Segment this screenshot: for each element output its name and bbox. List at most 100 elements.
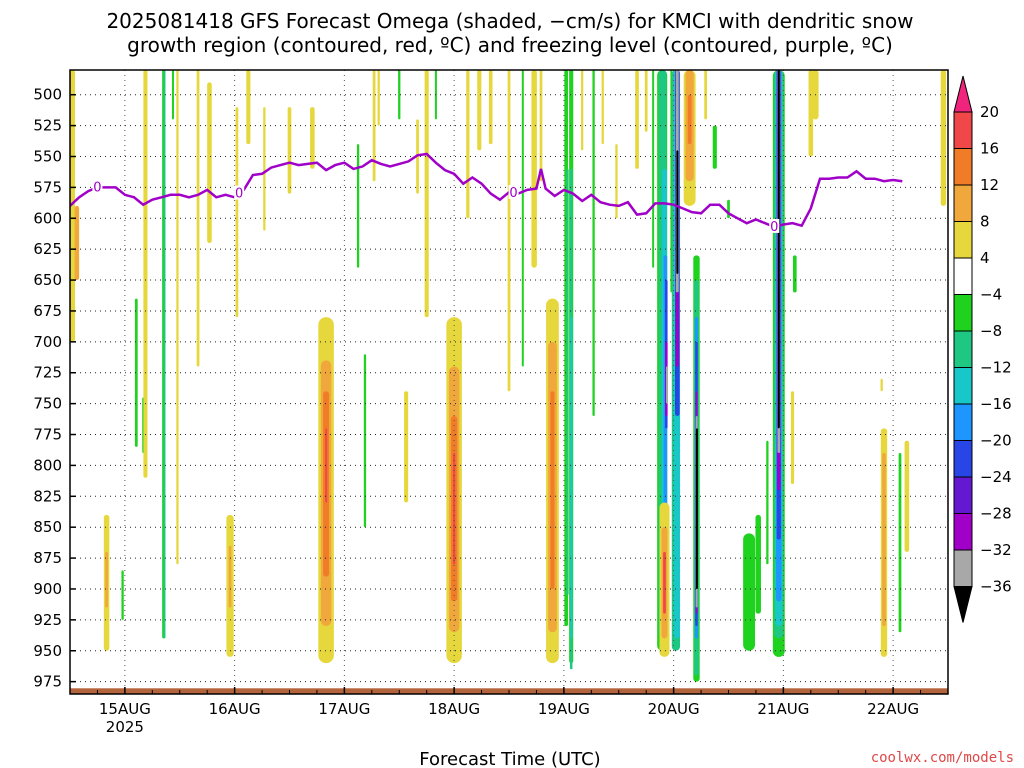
- omega-cell: [777, 70, 780, 429]
- colorbar-label: −32: [980, 541, 1012, 559]
- y-tick-label: 900: [33, 580, 62, 598]
- y-tick-label: 700: [33, 333, 62, 351]
- omega-cell: [105, 551, 108, 608]
- omega-cell: [134, 298, 138, 447]
- omega-cell: [904, 440, 910, 552]
- y-tick-label: 525: [33, 117, 62, 135]
- colorbar-label: 12: [980, 176, 999, 194]
- y-tick-label: 750: [33, 395, 62, 413]
- omega-cell: [766, 440, 769, 565]
- colorbar-label: −8: [980, 322, 1002, 340]
- freezing-level-label-bg: [234, 185, 245, 200]
- omega-cell: [601, 70, 604, 145]
- freezing-level-label: 0: [235, 187, 243, 202]
- freezing-level-contour: 0 0 0 0: [70, 152, 903, 235]
- y-tick-label: 575: [33, 178, 62, 196]
- omega-cell: [792, 255, 797, 293]
- colorbar-label: 16: [980, 140, 999, 158]
- colorbar-swatch: [953, 513, 973, 551]
- omega-cell: [790, 391, 795, 484]
- omega-cell: [196, 70, 200, 367]
- y-tick-label: 650: [33, 271, 62, 289]
- y-tick-label: 675: [33, 302, 62, 320]
- omega-cell: [539, 70, 543, 182]
- omega-cell: [404, 391, 409, 503]
- colorbar-label: 20: [980, 103, 999, 121]
- x-tick-label: 22AUG: [867, 700, 919, 718]
- y-tick-label: 825: [33, 487, 62, 505]
- y-tick-label: 875: [33, 549, 62, 567]
- colorbar-swatch: [953, 440, 973, 478]
- colorbar-label: −12: [980, 359, 1012, 377]
- omega-cell: [235, 107, 239, 318]
- colorbar-swatch: [953, 294, 973, 332]
- x-tick-label: 20AUG: [648, 700, 700, 718]
- omega-cell: [695, 428, 698, 589]
- omega-cell: [898, 453, 902, 633]
- colorbar-label: −4: [980, 286, 1002, 304]
- x-tick-sublabel: 2025: [106, 718, 144, 736]
- x-tick-label: 16AUG: [209, 700, 261, 718]
- omega-cell: [687, 94, 692, 145]
- omega-cell: [665, 366, 668, 404]
- y-axis-ticks: 500 525 550 575 600 625 650 675 700 725 750 775 800 8…: [33, 86, 76, 691]
- freezing-level-line: [70, 152, 903, 229]
- omega-cell: [143, 70, 148, 478]
- colorbar-label: 8: [980, 213, 990, 231]
- y-tick-label: 850: [33, 518, 62, 536]
- colorbar-swatch: [953, 221, 973, 259]
- title-line-1: 2025081418 GFS Forecast Omega (shaded, −…: [106, 9, 913, 33]
- colorbar-label: −20: [980, 432, 1012, 450]
- omega-cell: [121, 570, 124, 620]
- freezing-level-label: 0: [93, 180, 101, 195]
- omega-cell: [644, 70, 648, 132]
- x-tick-label: 19AUG: [538, 700, 590, 718]
- colorbar-swatch: [953, 367, 973, 405]
- colorbar-swatch: [953, 476, 973, 514]
- omega-cell: [882, 453, 886, 627]
- omega-cell: [163, 70, 166, 639]
- omega-cell: [880, 378, 883, 392]
- omega-cell: [727, 199, 730, 219]
- omega-cell: [398, 70, 401, 120]
- x-tick-label: 17AUG: [318, 700, 370, 718]
- colorbar-legend: 20 16 12 8 4 −4 −8 −12 −16 −20 −24 −28 −32 −36: [953, 75, 1012, 623]
- freezing-level-label: 0: [509, 186, 517, 201]
- title-line-2: growth region (contoured, red, ºC) and f…: [127, 33, 893, 57]
- omega-cell: [363, 354, 367, 528]
- omega-cell: [452, 453, 456, 565]
- omega-cell: [755, 514, 761, 614]
- omega-cell: [466, 70, 470, 219]
- y-tick-label: 550: [33, 147, 62, 165]
- omega-cell: [581, 70, 584, 151]
- omega-cell: [676, 150, 679, 274]
- omega-cell: [372, 70, 376, 182]
- y-tick-label: 950: [33, 642, 62, 660]
- omega-cell: [570, 317, 573, 639]
- omega-cell: [531, 70, 537, 268]
- colorbar-swatch: [953, 111, 973, 149]
- colorbar-label: 4: [980, 249, 990, 267]
- omega-cell: [228, 545, 232, 608]
- omega-cell: [743, 533, 756, 651]
- omega-cell: [615, 144, 618, 219]
- y-tick-label: 500: [33, 86, 62, 104]
- grid: [70, 70, 948, 694]
- colorbar-bottom-arrow: [953, 586, 973, 623]
- omega-cell: [712, 125, 717, 169]
- freezing-level-label-bg: [92, 179, 103, 194]
- freezing-level-label-bg: [769, 218, 780, 233]
- x-axis-label: Forecast Time (UTC): [419, 749, 600, 768]
- x-tick-label: 15AUG: [99, 700, 151, 718]
- omega-cell: [377, 70, 380, 126]
- x-tick-label: 18AUG: [428, 700, 480, 718]
- freezing-level-label: 0: [770, 220, 778, 235]
- omega-cell: [287, 107, 292, 194]
- omega-cell: [356, 144, 360, 268]
- y-tick-label: 800: [33, 456, 62, 474]
- omega-cell: [70, 70, 76, 342]
- omega-cell: [488, 70, 493, 145]
- colorbar-swatch: [953, 148, 973, 186]
- omega-cell: [310, 107, 315, 169]
- colorbar-label: −16: [980, 395, 1012, 413]
